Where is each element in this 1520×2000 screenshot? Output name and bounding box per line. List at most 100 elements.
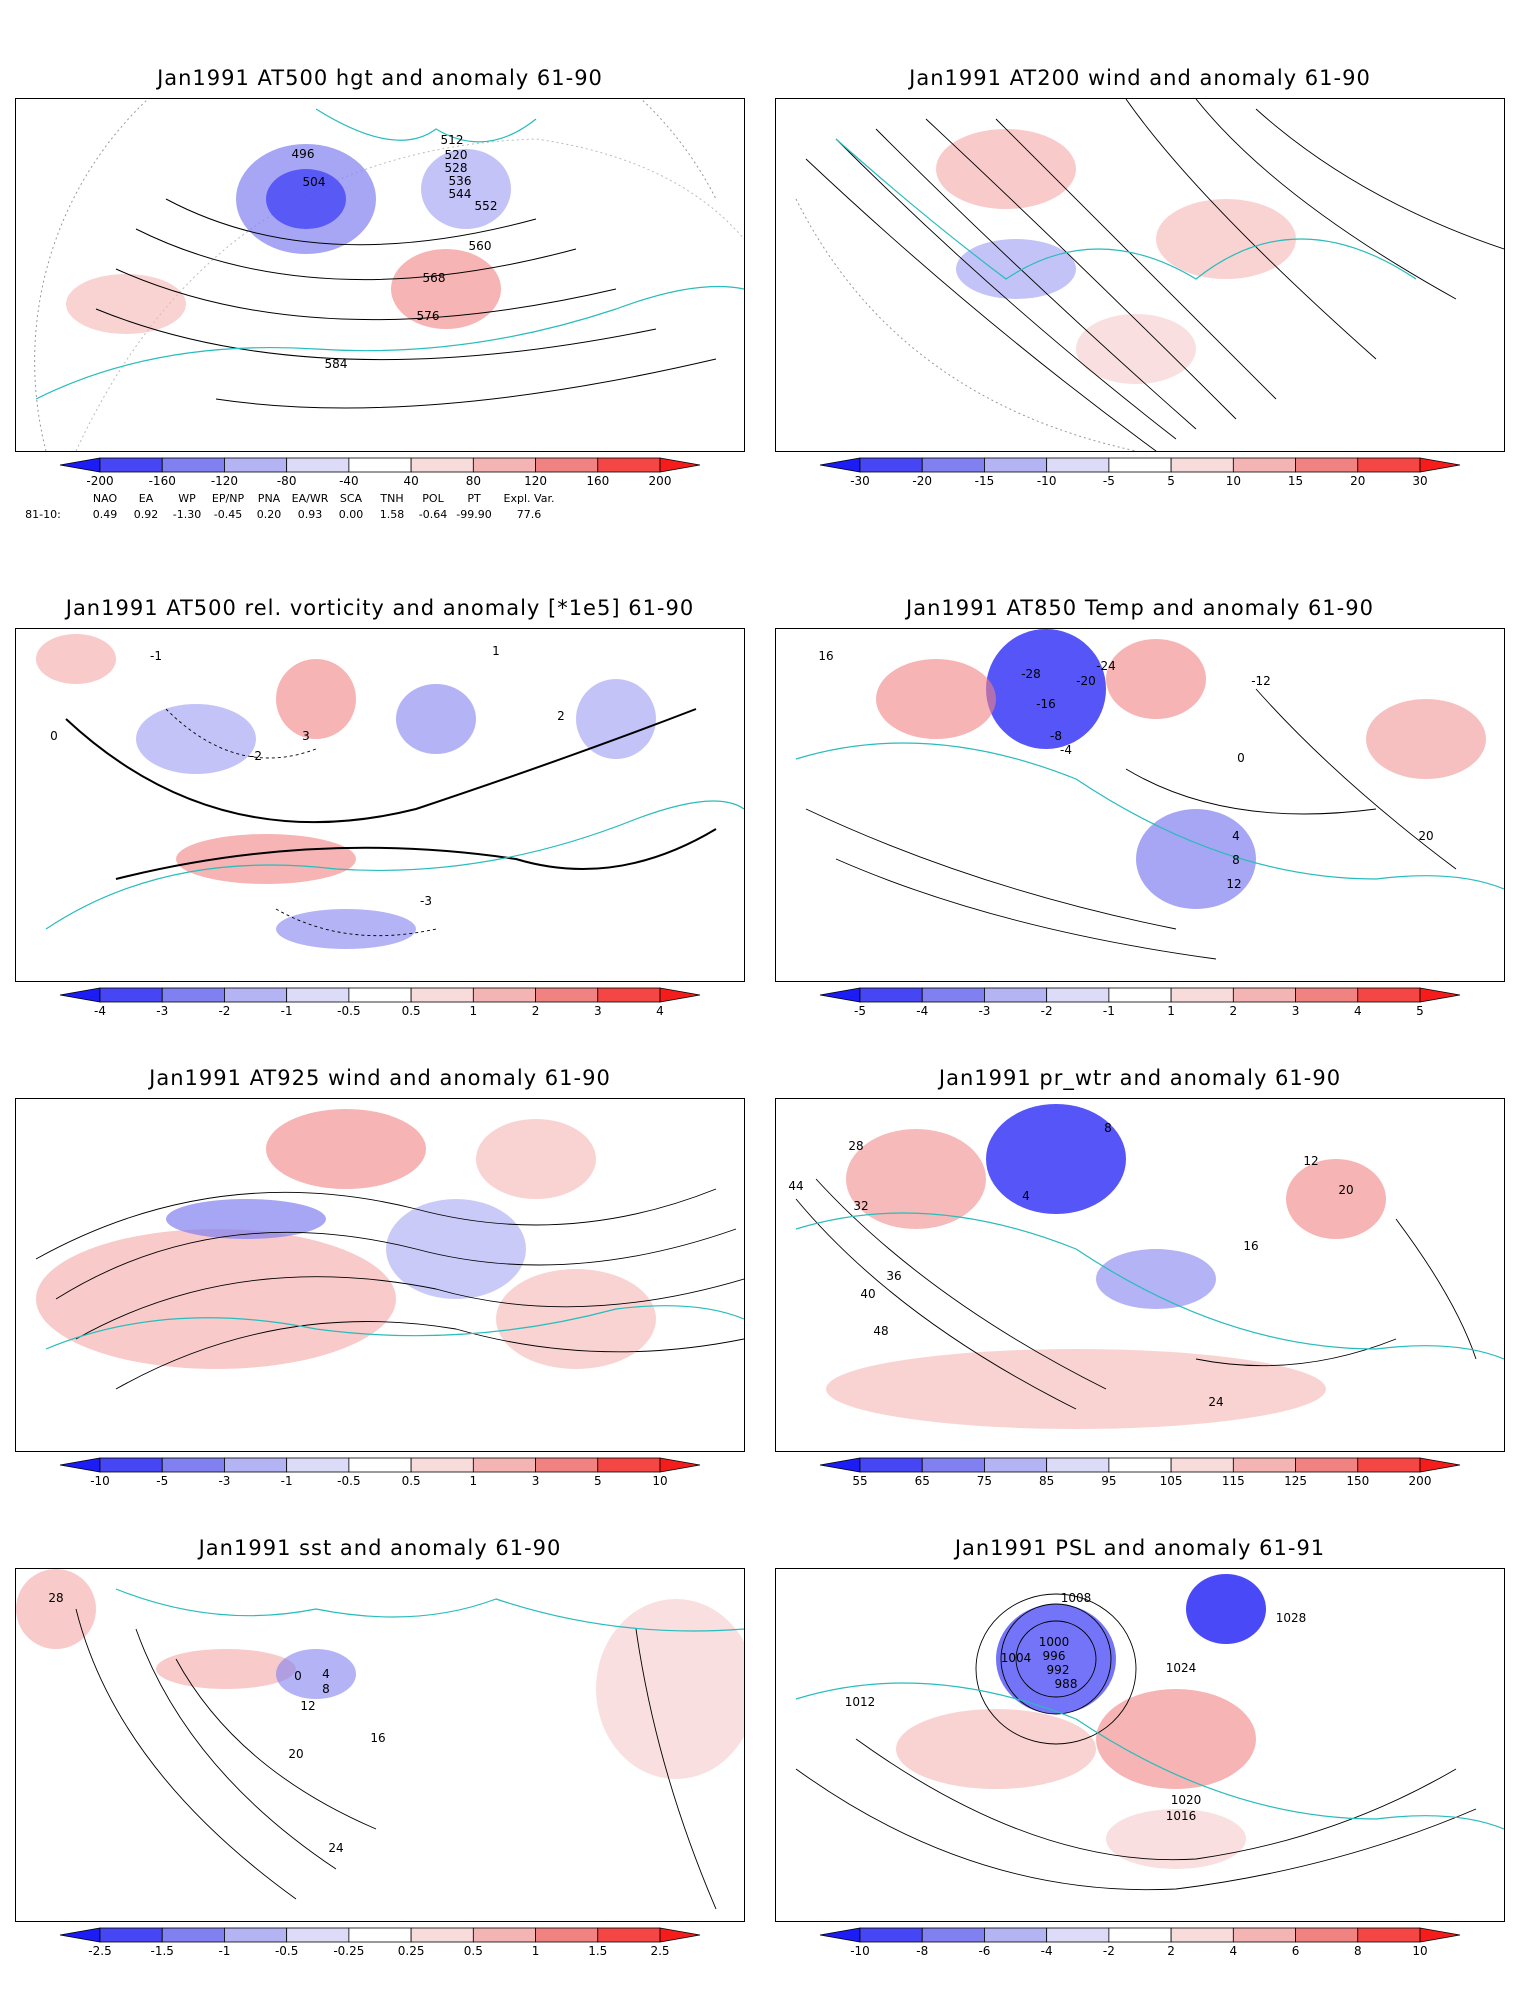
colorbar-tick-label: 125	[1284, 1474, 1307, 1488]
teleconnection-value: 0.93	[297, 508, 323, 521]
contour-label: 1008	[1060, 1591, 1092, 1605]
colorbar-segment	[1232, 1457, 1296, 1473]
colorbar-arrow-low	[59, 987, 101, 1003]
colorbar-segment	[921, 457, 985, 473]
contour-label: -16	[1036, 697, 1056, 711]
contour-label: 0	[294, 1669, 302, 1683]
colorbar-segment	[1232, 1927, 1296, 1943]
colorbar-segment	[1295, 457, 1359, 473]
colorbar-arrow-high	[1419, 987, 1461, 1003]
contour-label: 20	[1418, 829, 1434, 843]
contour-label: 1016	[1165, 1809, 1197, 1823]
colorbar-tick-label: -1	[1102, 1004, 1115, 1018]
teleconnection-value: -0.64	[418, 508, 448, 521]
colorbar-tick-label: 2	[531, 1004, 540, 1018]
teleconnection-value: -0.45	[213, 508, 243, 521]
panel-prwtr: Jan1991 pr_wtr and anomaly 61-90 4 8 12 …	[760, 1060, 1520, 1530]
colorbar-segment	[472, 1457, 536, 1473]
colorbar-segment	[1046, 1927, 1110, 1943]
colorbar-tick-label: 10	[1412, 1944, 1428, 1958]
colorbar-tick-label: 30	[1412, 474, 1428, 488]
map-sst: 28 24 20 16 12 8 4 0	[15, 1568, 745, 1922]
panel-925wind: Jan1991 AT925 wind and anomaly 61-90 -10…	[0, 1060, 760, 1530]
contour-label: 40	[860, 1287, 876, 1301]
colorbar-tick-label: -20	[912, 474, 933, 488]
contour-label: 992	[1046, 1663, 1070, 1677]
colorbar-tick-label: -3	[978, 1004, 991, 1018]
colorbar: -4 -3 -2 -1 -0.5 0.5 1 2 3 4	[59, 987, 701, 1022]
colorbar-tick-label: -2.5	[88, 1944, 112, 1958]
colorbar-tick-label: 3	[531, 1474, 540, 1488]
colorbar-arrow-high	[659, 987, 701, 1003]
colorbar-segment	[984, 987, 1048, 1003]
colorbar-segment	[1357, 1457, 1421, 1473]
colorbar-segment	[535, 1927, 599, 1943]
map-prwtr: 4 8 12 16 20 24 28 32 36 40 44 48	[775, 1098, 1505, 1452]
colorbar-tick-label: -2	[1040, 1004, 1053, 1018]
contour-label: 0	[1237, 751, 1245, 765]
contour-label: 496	[291, 147, 315, 161]
colorbar-arrow-high	[1419, 1927, 1461, 1943]
colorbar-arrow-low	[819, 457, 861, 473]
contour-label: 552	[474, 199, 498, 213]
colorbar-segment	[984, 457, 1048, 473]
colorbar-svg	[59, 1457, 701, 1473]
contour-label: 44	[788, 1179, 804, 1193]
contour-label: -28	[1021, 667, 1041, 681]
colorbar-segment	[921, 1457, 985, 1473]
contour-label: 576	[416, 309, 440, 323]
colorbar-arrow-low	[819, 1927, 861, 1943]
colorbar: -10 -5 -3 -1 -0.5 0.5 1 3 5 10	[59, 1457, 701, 1492]
teleconnection-header: EP/NP	[211, 492, 245, 505]
contour-label: -24	[1096, 659, 1116, 673]
colorbar-tick-label: -1	[280, 1474, 293, 1488]
colorbar-tick-label: -10	[850, 1944, 870, 1958]
teleconnection-header: EA	[138, 492, 154, 505]
colorbar-segment	[1295, 1457, 1359, 1473]
colorbar-segment	[1108, 1457, 1172, 1473]
contour-label: 1	[492, 644, 500, 658]
colorbar-tick-label: 0.5	[463, 1944, 483, 1958]
colorbar-segment	[161, 1927, 225, 1943]
contour-label: 28	[848, 1139, 864, 1153]
colorbar-svg	[59, 987, 701, 1003]
colorbar-segment	[859, 1457, 923, 1473]
colorbar-segment	[1046, 987, 1110, 1003]
colorbar-segment	[1170, 987, 1234, 1003]
panel-title: Jan1991 AT500 hgt and anomaly 61-90	[157, 66, 603, 90]
colorbar-tick-label: 0.25	[397, 1944, 425, 1958]
colorbar-arrow-low	[59, 1927, 101, 1943]
contour-label: 20	[1338, 1183, 1354, 1197]
colorbar-arrow-high	[659, 1457, 701, 1473]
teleconnection-header: NAO	[92, 492, 118, 505]
colorbar-segment	[1170, 1927, 1234, 1943]
colorbar-tick-label: 150	[1346, 1474, 1370, 1488]
colorbar-segment	[535, 457, 599, 473]
colorbar-segment	[535, 1457, 599, 1473]
colorbar-segment	[410, 1927, 474, 1943]
teleconnection-header: EA/WR	[291, 492, 329, 505]
colorbar-tick-label: 3	[1291, 1004, 1300, 1018]
teleconnection-header: PNA	[257, 492, 281, 505]
contour-label: 32	[853, 1199, 869, 1213]
contour-label: 16	[818, 649, 834, 663]
colorbar-segment	[984, 1457, 1048, 1473]
colorbar-tick-label: 4	[656, 1004, 664, 1018]
contour-label: 16	[1243, 1239, 1259, 1253]
colorbar-tick-label: 55	[852, 1474, 868, 1488]
panel-title: Jan1991 AT925 wind and anomaly 61-90	[149, 1066, 611, 1090]
teleconnection-value: 0.20	[256, 508, 282, 521]
map-925wind	[15, 1098, 745, 1452]
teleconnection-header: TNH	[380, 492, 404, 505]
teleconnection-header: WP	[178, 492, 196, 505]
contour-label: 12	[1303, 1154, 1319, 1168]
colorbar-arrow-low	[819, 987, 861, 1003]
colorbar-svg	[819, 457, 1461, 473]
colorbar-segment	[161, 987, 225, 1003]
contour-label: -3	[420, 894, 432, 908]
colorbar-segment	[1357, 457, 1421, 473]
contour-label: 8	[322, 1682, 330, 1696]
contour-label: 28	[48, 1591, 64, 1605]
contour-label: 1000	[1038, 1635, 1070, 1649]
contour-label: 504	[302, 175, 326, 189]
